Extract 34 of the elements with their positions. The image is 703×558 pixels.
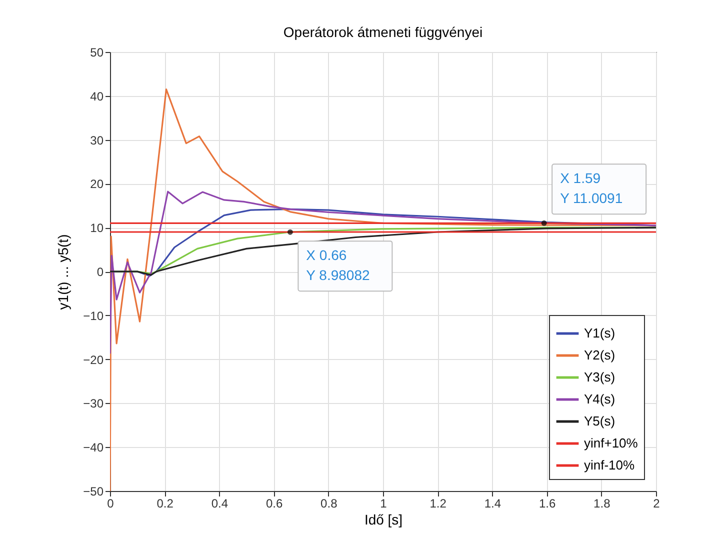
legend-label: yinf+10% [584,436,638,450]
legend-label: Y2(s) [584,348,616,362]
legend-label: Y4(s) [584,392,616,406]
x-axis-title: Idő [s] [364,512,403,528]
legend-label: yinf-10% [584,458,636,472]
y-axis-title: y1(t) ... y5(t) [55,234,72,310]
x-tick-label: 1.8 [594,496,611,510]
y-tick-label: 0 [96,265,104,279]
x-tick-label: 0 [107,496,114,510]
x-tick-label: 1.2 [430,496,447,510]
x-tick-label: 2 [653,496,660,510]
y-tick-label: −40 [83,440,104,455]
annotation: X 1.59 Y 11.0091 [560,170,623,206]
legend-label: Y5(s) [584,414,616,428]
y-tick-label: 50 [90,46,104,60]
y-tick-label: 10 [90,221,104,236]
x-tick-label: 1.4 [484,496,502,510]
y-tick-label: −20 [83,352,104,367]
x-tick-label: 0.4 [211,496,228,510]
y-tick-label: −50 [83,484,104,498]
legend-label: Y3(s) [584,370,616,384]
x-tick-label: 0.8 [320,496,338,510]
chart-title: Operátorok átmeneti függvényei [283,24,483,40]
annotation: X 0.66 Y 8.98082 [306,247,370,284]
y-tick-label: 40 [90,89,104,104]
y-tick-label: 20 [90,177,104,192]
x-tick-label: 0.6 [266,496,283,510]
x-tick-label: 0.2 [156,496,174,510]
y-tick-label: 30 [90,133,104,148]
x-tick-label: 1 [380,496,388,510]
x-tick-label: 1.6 [538,496,556,510]
y-tick-label: −10 [83,308,104,323]
legend-label: Y1(s) [584,326,616,340]
y-tick-label: −30 [83,396,104,411]
